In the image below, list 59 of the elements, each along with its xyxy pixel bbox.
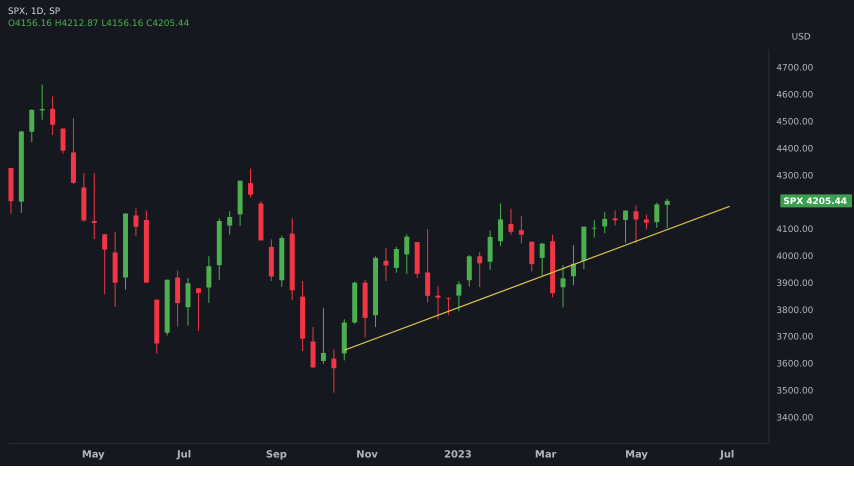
candlestick (540, 242, 545, 276)
candlestick (331, 349, 336, 394)
y-tick-label: 3900.00 (776, 278, 814, 289)
candlestick (602, 211, 608, 234)
y2-axis-title: USD (792, 32, 811, 42)
candlestick (29, 108, 34, 142)
x-tick-label: 2023 (444, 449, 472, 460)
x-tick-label: Nov (356, 449, 378, 460)
x-tick-label: May (82, 449, 106, 460)
candlestick (456, 280, 462, 312)
y-tick-label: 3400.00 (776, 413, 814, 424)
chart-title: SPX, 1D, SP (8, 7, 61, 18)
candlestick (394, 246, 399, 274)
candlestick (664, 198, 670, 229)
candlestick (320, 307, 326, 364)
candlestick (623, 210, 628, 244)
y-tick-label: 4400.00 (776, 144, 814, 154)
y-tick-label: 4500.00 (776, 117, 814, 128)
x-tick-label: May (625, 449, 648, 460)
y-tick-label: 4300.00 (776, 171, 814, 182)
candlestick (92, 172, 97, 240)
y-tick-label: 4000.00 (776, 252, 814, 262)
candlestick (466, 254, 472, 287)
candlestick (633, 205, 638, 244)
candlestick (196, 287, 201, 332)
y-tick-label: 3600.00 (776, 360, 814, 370)
x-tick-label: Mar (534, 449, 557, 460)
y-tick-label: 3800.00 (776, 306, 814, 316)
candlestick (425, 228, 430, 303)
candlestick (654, 202, 660, 228)
candlestick (102, 234, 108, 294)
candlestick (477, 251, 482, 288)
candlestick (436, 285, 441, 320)
candlestick (518, 216, 524, 244)
candlestick (508, 208, 514, 236)
candlestick (206, 256, 212, 304)
candlestick (186, 277, 191, 326)
candlestick (529, 240, 534, 272)
candlestick (644, 214, 649, 230)
y-tick-label: 3700.00 (776, 332, 814, 343)
x-tick-label: Jul (176, 449, 192, 460)
candlestick (227, 210, 232, 236)
candlestick (404, 234, 410, 274)
x-tick-label: Jul (719, 449, 734, 460)
candlestick (40, 84, 45, 120)
y-tick-label: 4700.00 (776, 64, 814, 74)
candlestick (60, 128, 66, 154)
text: SPX 4205.44 (783, 196, 848, 207)
chart-subtitle: O4156.16 H4212.87 L4156.16 C4205.44 (8, 18, 190, 29)
y-tick-label: 4100.00 (776, 225, 814, 236)
candlestick (50, 96, 56, 136)
candlestick (248, 168, 254, 198)
x-tick-label: Sep (266, 449, 287, 460)
candlestick (560, 264, 566, 308)
candlestick (133, 208, 138, 237)
y-tick-label: 3500.00 (776, 386, 814, 397)
y-tick-label: 4600.00 (776, 90, 814, 101)
candlestick (383, 248, 388, 282)
candlestick (498, 203, 504, 247)
